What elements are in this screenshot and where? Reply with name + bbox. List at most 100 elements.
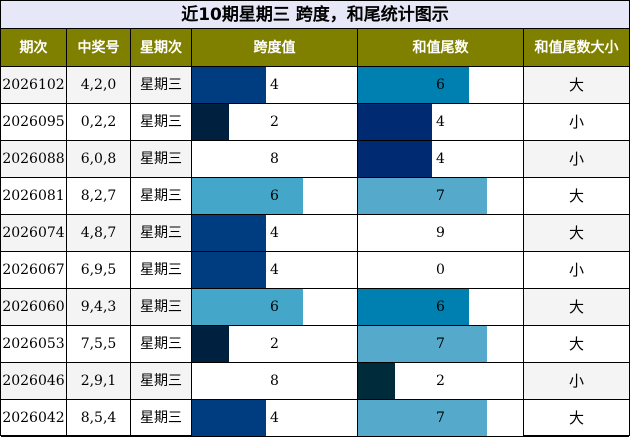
span-cell: 6 — [192, 289, 358, 325]
period-cell: 2026042 — [1, 400, 67, 436]
draw-cell: 6,9,5 — [67, 252, 131, 288]
sum-tail-bar — [358, 363, 395, 399]
weekday-cell: 星期三 — [131, 141, 192, 177]
period-cell: 2026074 — [1, 215, 67, 251]
span-cell: 2 — [192, 326, 358, 362]
table-row: 2026095 0,2,2 星期三 2 4 小 — [1, 104, 629, 141]
draw-cell: 8,2,7 — [67, 178, 131, 214]
header-draw: 中奖号 — [67, 29, 131, 67]
draw-cell: 0,2,2 — [67, 104, 131, 140]
size-cell: 小 — [568, 113, 584, 131]
span-bar — [192, 400, 266, 436]
span-bar — [192, 178, 303, 214]
period-cell: 2026053 — [1, 326, 67, 362]
weekday-cell: 星期三 — [131, 400, 192, 436]
sum-tail-cell: 7 — [358, 326, 524, 362]
sum-tail-bar — [358, 141, 432, 177]
sum-tail-cell: 9 — [358, 215, 524, 251]
size-cell: 大 — [568, 187, 584, 205]
sum-tail-value: 9 — [436, 225, 445, 241]
size-cell: 小 — [568, 372, 584, 390]
span-value: 8 — [270, 373, 279, 389]
table-row: 2026046 2,9,1 星期三 8 2 小 — [1, 363, 629, 400]
weekday-cell: 星期三 — [131, 326, 192, 362]
sum-tail-value: 7 — [436, 336, 445, 352]
sum-tail-value: 6 — [436, 299, 445, 315]
size-cell: 大 — [568, 409, 584, 427]
sum-tail-cell: 4 — [358, 104, 524, 140]
sum-tail-cell: 6 — [358, 67, 524, 103]
sum-tail-cell: 4 — [358, 141, 524, 177]
sum-tail-value: 2 — [436, 373, 445, 389]
period-cell: 2026081 — [1, 178, 67, 214]
span-bar — [192, 289, 303, 325]
span-value: 4 — [270, 262, 279, 278]
sum-tail-cell: 6 — [358, 289, 524, 325]
span-cell: 8 — [192, 141, 358, 177]
span-bar — [192, 363, 340, 399]
span-value: 2 — [270, 336, 279, 352]
sum-tail-bar — [358, 178, 487, 214]
span-value: 6 — [270, 188, 279, 204]
draw-cell: 9,4,3 — [67, 289, 131, 325]
span-cell: 4 — [192, 252, 358, 288]
span-value: 8 — [270, 151, 279, 167]
span-cell: 2 — [192, 104, 358, 140]
span-value: 4 — [270, 225, 279, 241]
draw-cell: 6,0,8 — [67, 141, 131, 177]
sum-tail-value: 4 — [436, 114, 445, 130]
sum-tail-cell: 2 — [358, 363, 524, 399]
weekday-cell: 星期三 — [131, 215, 192, 251]
span-cell: 6 — [192, 178, 358, 214]
span-bar — [192, 104, 229, 140]
span-cell: 8 — [192, 363, 358, 399]
size-cell: 大 — [568, 76, 584, 94]
period-cell: 2026046 — [1, 363, 67, 399]
size-cell: 小 — [568, 261, 584, 279]
size-cell: 小 — [568, 150, 584, 168]
header-sum-tail: 和值尾数 — [358, 29, 524, 67]
sum-tail-value: 7 — [436, 410, 445, 426]
sum-tail-bar — [358, 326, 487, 362]
table-row: 2026081 8,2,7 星期三 6 7 大 — [1, 178, 629, 215]
header-period: 期次 — [1, 29, 67, 67]
table-row: 2026060 9,4,3 星期三 6 6 大 — [1, 289, 629, 326]
weekday-cell: 星期三 — [131, 67, 192, 103]
sum-tail-cell: 0 — [358, 252, 524, 288]
span-bar — [192, 141, 340, 177]
draw-cell: 2,9,1 — [67, 363, 131, 399]
span-cell: 4 — [192, 215, 358, 251]
sum-tail-bar — [358, 215, 523, 251]
header-sum-tail-size: 和值尾数大小 — [524, 29, 629, 67]
span-bar — [192, 326, 229, 362]
span-bar — [192, 215, 266, 251]
weekday-cell: 星期三 — [131, 178, 192, 214]
sum-tail-value: 0 — [436, 262, 445, 278]
weekday-cell: 星期三 — [131, 252, 192, 288]
period-cell: 2026060 — [1, 289, 67, 325]
draw-cell: 7,5,5 — [67, 326, 131, 362]
span-value: 2 — [270, 114, 279, 130]
sum-tail-value: 6 — [436, 77, 445, 93]
weekday-cell: 星期三 — [131, 289, 192, 325]
span-value: 6 — [270, 299, 279, 315]
sum-tail-cell: 7 — [358, 400, 524, 436]
header-weekday: 星期次 — [131, 29, 192, 67]
period-cell: 2026095 — [1, 104, 67, 140]
span-value: 4 — [270, 77, 279, 93]
size-cell: 大 — [568, 335, 584, 353]
draw-cell: 4,2,0 — [67, 67, 131, 103]
size-cell: 大 — [568, 298, 584, 316]
table-row: 2026088 6,0,8 星期三 8 4 小 — [1, 141, 629, 178]
sum-tail-bar — [358, 104, 432, 140]
draw-cell: 8,5,4 — [67, 400, 131, 436]
weekday-cell: 星期三 — [131, 363, 192, 399]
sum-tail-bar — [358, 400, 487, 436]
period-cell: 2026088 — [1, 141, 67, 177]
weekday-cell: 星期三 — [131, 104, 192, 140]
size-cell: 大 — [568, 224, 584, 242]
table-row: 2026067 6,9,5 星期三 4 0 小 — [1, 252, 629, 289]
page-title: 近10期星期三 跨度，和尾统计图示 — [1, 1, 629, 29]
span-cell: 4 — [192, 400, 358, 436]
